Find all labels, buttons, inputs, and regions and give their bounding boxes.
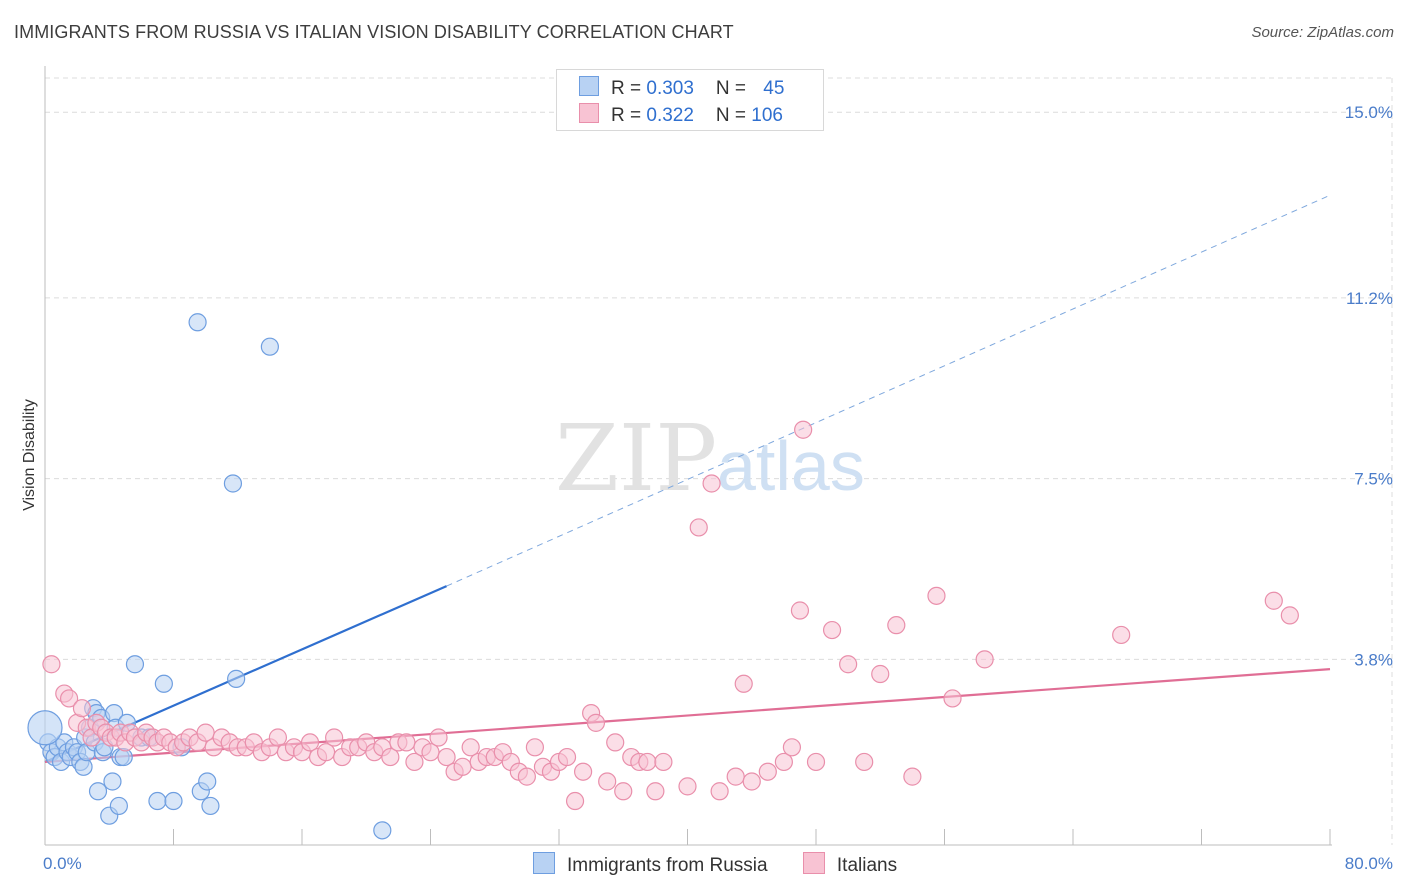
legend-n-russia: 45 xyxy=(763,78,785,99)
legend-swatch-russia xyxy=(579,76,599,96)
italian-point xyxy=(903,767,922,786)
italian-point xyxy=(654,752,673,772)
russia-point xyxy=(201,796,220,816)
italian-point xyxy=(710,782,729,801)
watermark-atlas: atlas xyxy=(717,427,865,505)
italian-point xyxy=(325,728,344,747)
italian-point xyxy=(72,699,92,718)
legend-item-italians[interactable]: Italians xyxy=(802,852,898,877)
legend-swatch-italians xyxy=(579,103,599,123)
italian-point xyxy=(573,762,593,781)
chart-title: IMMIGRANTS FROM RUSSIA VS ITALIAN VISION… xyxy=(14,22,734,42)
russia-point xyxy=(223,474,243,493)
legend-n-italians: 106 xyxy=(751,105,783,126)
italian-point xyxy=(782,738,802,757)
italian-point xyxy=(1112,625,1131,645)
italian-point xyxy=(598,772,617,791)
russia-point xyxy=(188,313,207,332)
russia-point xyxy=(260,337,279,356)
italian-point xyxy=(453,757,472,776)
x-tick-label: 0.0% xyxy=(43,854,82,873)
italian-point xyxy=(300,733,320,752)
italian-point xyxy=(606,733,625,752)
watermark: ZIP atlas xyxy=(555,405,865,512)
italian-point xyxy=(927,586,946,605)
italian-point xyxy=(429,728,448,747)
legend-swatch-italians-bottom xyxy=(802,852,825,874)
russia-trend-extension xyxy=(446,194,1331,587)
russia-point xyxy=(74,757,93,776)
russia-point xyxy=(198,772,217,791)
russia-point xyxy=(227,669,246,688)
italian-point xyxy=(702,474,721,493)
watermark-zip: ZIP xyxy=(555,405,717,512)
series-legend: Immigrants from Russia Italians xyxy=(533,852,927,877)
italian-point xyxy=(943,689,962,708)
italian-point xyxy=(638,752,657,772)
italian-point xyxy=(774,752,793,772)
data-points xyxy=(27,313,1299,840)
italian-point xyxy=(1280,606,1299,625)
italian-point xyxy=(59,689,79,708)
italian-point xyxy=(839,655,858,674)
italian-point xyxy=(461,738,480,757)
russia-point xyxy=(154,674,173,693)
italian-point xyxy=(871,664,890,684)
y-tick-label: 11.2% xyxy=(1346,289,1393,308)
legend-r-russia: 0.303 xyxy=(646,78,694,99)
legend-r-italians: 0.322 xyxy=(646,105,694,126)
italian-point xyxy=(855,752,874,772)
y-axis-label: Vision Disability xyxy=(21,399,38,511)
tick-labels: 3.8% 7.5% 11.2% 15.0% 0.0% 80.0% xyxy=(43,103,1393,873)
italian-point xyxy=(517,767,536,786)
italian-point xyxy=(726,767,745,786)
russia-point xyxy=(148,791,167,811)
russia-point-large xyxy=(27,710,63,746)
russia-point xyxy=(125,655,145,674)
italian-point xyxy=(42,655,61,674)
legend-label-italians: Italians xyxy=(836,855,898,876)
italian-point xyxy=(437,747,456,767)
italian-point xyxy=(381,747,400,767)
italian-point xyxy=(822,620,842,640)
stats-legend: R = 0.303 N = 45 R = 0.322 N = 106 xyxy=(556,69,824,131)
italian-point xyxy=(646,782,665,801)
italian-point xyxy=(557,747,577,767)
y-tick-label: 7.5% xyxy=(1354,470,1393,489)
italian-point xyxy=(758,762,777,781)
italian-point xyxy=(975,650,994,669)
italian-point xyxy=(887,616,906,635)
legend-swatch-russia-bottom xyxy=(533,852,555,874)
italian-point xyxy=(565,791,585,811)
x-tick-label: 80.0% xyxy=(1345,854,1393,873)
italian-point xyxy=(1264,591,1283,610)
italian-point xyxy=(790,601,810,620)
italian-point xyxy=(806,752,826,772)
italian-point xyxy=(268,728,288,747)
italian-point xyxy=(397,733,416,752)
russia-point xyxy=(164,791,183,811)
y-tick-label: 15.0% xyxy=(1345,103,1393,122)
italian-point xyxy=(525,738,545,757)
legend-row-italians: R = 0.322 N = 106 xyxy=(579,103,783,127)
y-tick-label: 3.8% xyxy=(1354,650,1393,669)
russia-point xyxy=(109,796,128,816)
italian-point xyxy=(678,777,697,796)
italian-point xyxy=(405,752,424,772)
italian-point xyxy=(586,713,606,732)
italian-point xyxy=(734,674,753,693)
russia-point xyxy=(373,821,392,840)
italian-point xyxy=(614,782,633,801)
legend-item-russia[interactable]: Immigrants from Russia xyxy=(533,852,768,877)
italian-point xyxy=(742,772,761,791)
source-label: Source: ZipAtlas.com xyxy=(1251,24,1394,41)
italian-point xyxy=(794,420,813,439)
legend-row-russia: R = 0.303 N = 45 xyxy=(579,76,784,100)
italian-point xyxy=(689,518,708,537)
russia-point xyxy=(88,782,108,801)
russia-point xyxy=(103,772,122,791)
legend-label-russia: Immigrants from Russia xyxy=(567,855,768,876)
